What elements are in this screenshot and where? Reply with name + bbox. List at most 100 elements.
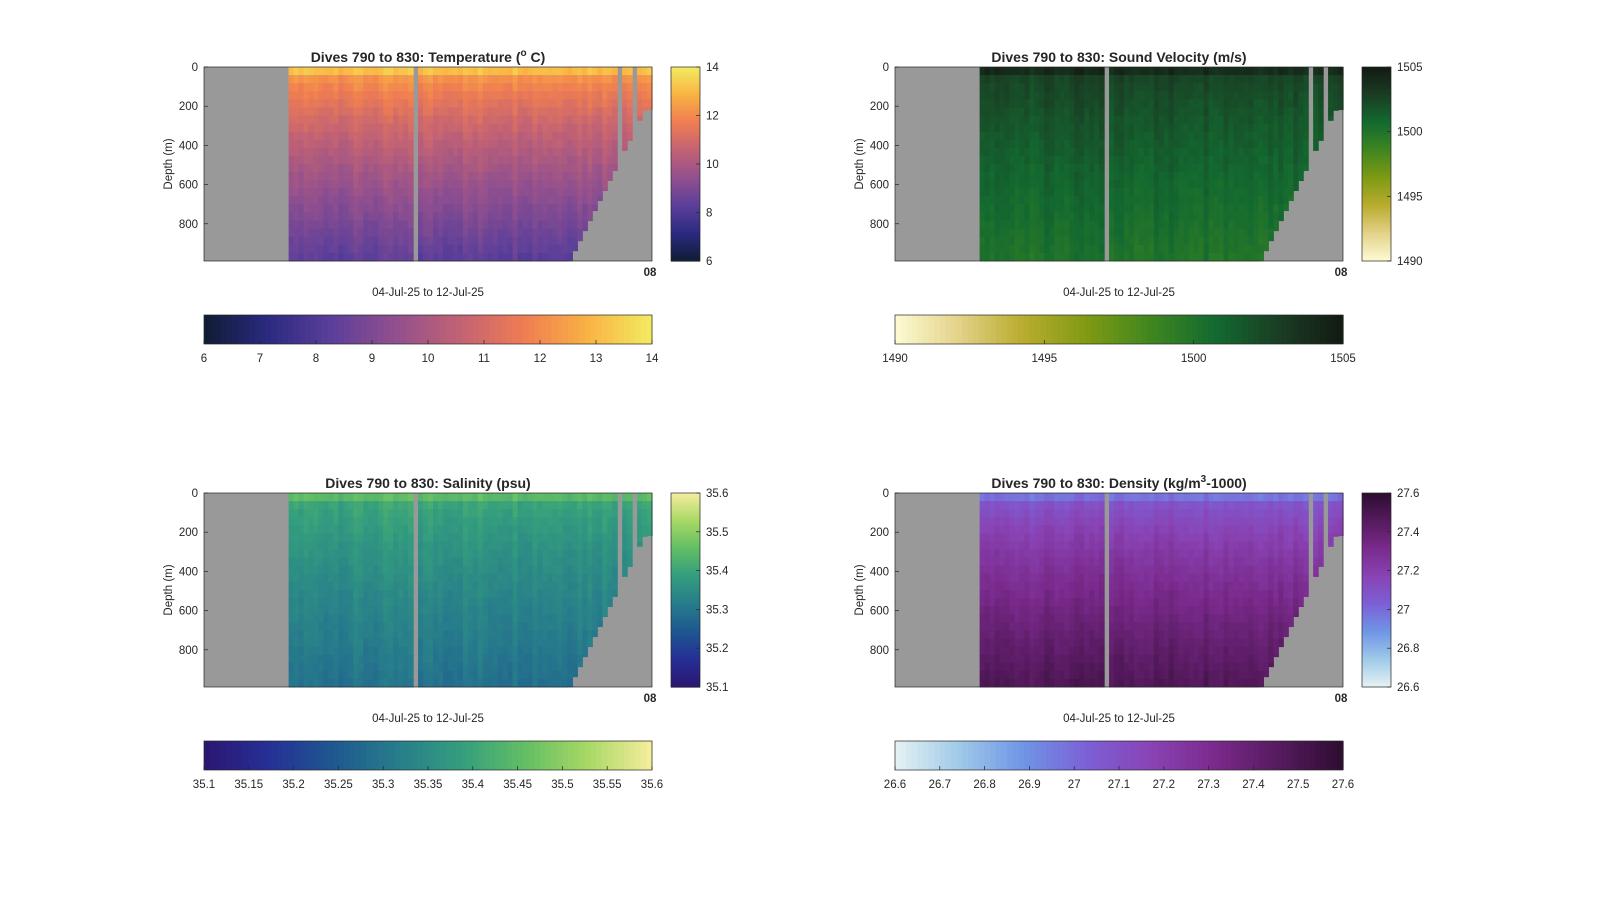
cell	[333, 99, 339, 108]
cell	[393, 204, 399, 213]
colorbar-step	[1007, 315, 1014, 344]
cell	[1123, 123, 1130, 133]
cell	[1233, 91, 1240, 100]
cell	[572, 164, 578, 173]
cell	[1298, 67, 1304, 76]
colorbar-step	[945, 315, 952, 344]
cell	[358, 662, 364, 672]
colorbar-step	[461, 315, 468, 344]
cell	[532, 678, 539, 688]
cell	[1019, 236, 1026, 246]
cell	[607, 131, 613, 141]
cell	[542, 196, 549, 205]
cell	[512, 614, 519, 623]
cell	[557, 252, 563, 262]
cell	[577, 164, 583, 173]
cell	[447, 139, 454, 149]
cell	[497, 83, 504, 92]
cell	[363, 565, 369, 575]
cell	[597, 557, 603, 567]
cell	[1158, 91, 1165, 100]
cell	[1203, 99, 1210, 108]
cell	[1218, 123, 1225, 133]
cell	[552, 188, 559, 197]
cell	[388, 236, 394, 246]
cell	[492, 630, 499, 639]
cell	[512, 541, 519, 550]
cell	[517, 654, 524, 664]
cell	[368, 509, 374, 518]
cell	[1059, 244, 1065, 254]
cell	[1258, 107, 1264, 116]
cell	[452, 501, 459, 510]
cell	[348, 493, 354, 502]
cell	[343, 590, 349, 599]
cell	[388, 541, 394, 550]
cell	[323, 91, 330, 100]
cell	[517, 557, 524, 567]
cell	[557, 244, 563, 254]
cell	[398, 172, 404, 181]
cell	[1054, 172, 1060, 181]
cell	[462, 541, 469, 550]
cell	[388, 630, 394, 639]
cell	[452, 155, 459, 165]
cell	[1114, 67, 1120, 76]
cell	[507, 164, 514, 173]
cell	[1109, 252, 1115, 262]
cell	[403, 678, 409, 688]
cell	[1029, 131, 1035, 141]
cell	[1019, 91, 1026, 100]
colorbar-step	[1225, 315, 1232, 344]
cell	[582, 598, 588, 607]
cell	[602, 533, 608, 542]
cell	[1193, 188, 1200, 197]
cell	[477, 139, 484, 149]
cell	[1148, 91, 1155, 100]
cell	[1094, 91, 1100, 100]
cell	[989, 75, 996, 84]
cell	[442, 252, 449, 262]
cell	[547, 147, 554, 157]
cell	[1188, 212, 1195, 221]
cell	[467, 598, 474, 607]
cell	[487, 204, 494, 213]
cell	[1178, 188, 1185, 197]
cell	[1168, 123, 1175, 133]
cell	[1158, 115, 1165, 124]
cell	[537, 147, 544, 157]
cell	[293, 188, 300, 197]
cell	[507, 91, 514, 100]
cell	[1138, 75, 1145, 84]
cell	[393, 139, 399, 149]
cell	[398, 630, 404, 639]
cell	[1034, 212, 1040, 221]
cell	[1198, 107, 1205, 116]
cell	[1064, 244, 1070, 254]
cell	[1004, 212, 1011, 221]
cell	[1094, 228, 1100, 238]
cell	[308, 493, 315, 502]
cell	[393, 83, 399, 92]
cell	[999, 188, 1006, 197]
cell	[467, 75, 474, 84]
cell	[532, 614, 539, 623]
cell	[313, 155, 320, 165]
cell	[1238, 220, 1245, 230]
cell	[432, 565, 439, 575]
cell	[467, 501, 474, 510]
cell	[373, 662, 379, 672]
cell	[1233, 236, 1240, 246]
cell	[1293, 99, 1299, 108]
cell	[647, 91, 653, 100]
cell	[437, 541, 444, 550]
cell	[293, 131, 300, 141]
cell	[557, 75, 563, 84]
cell	[368, 606, 374, 615]
colorbar-step	[671, 81, 700, 85]
cell	[442, 517, 449, 526]
colorbar-step	[405, 315, 412, 344]
cell	[532, 493, 539, 502]
cell	[368, 670, 374, 680]
cell	[293, 662, 300, 672]
